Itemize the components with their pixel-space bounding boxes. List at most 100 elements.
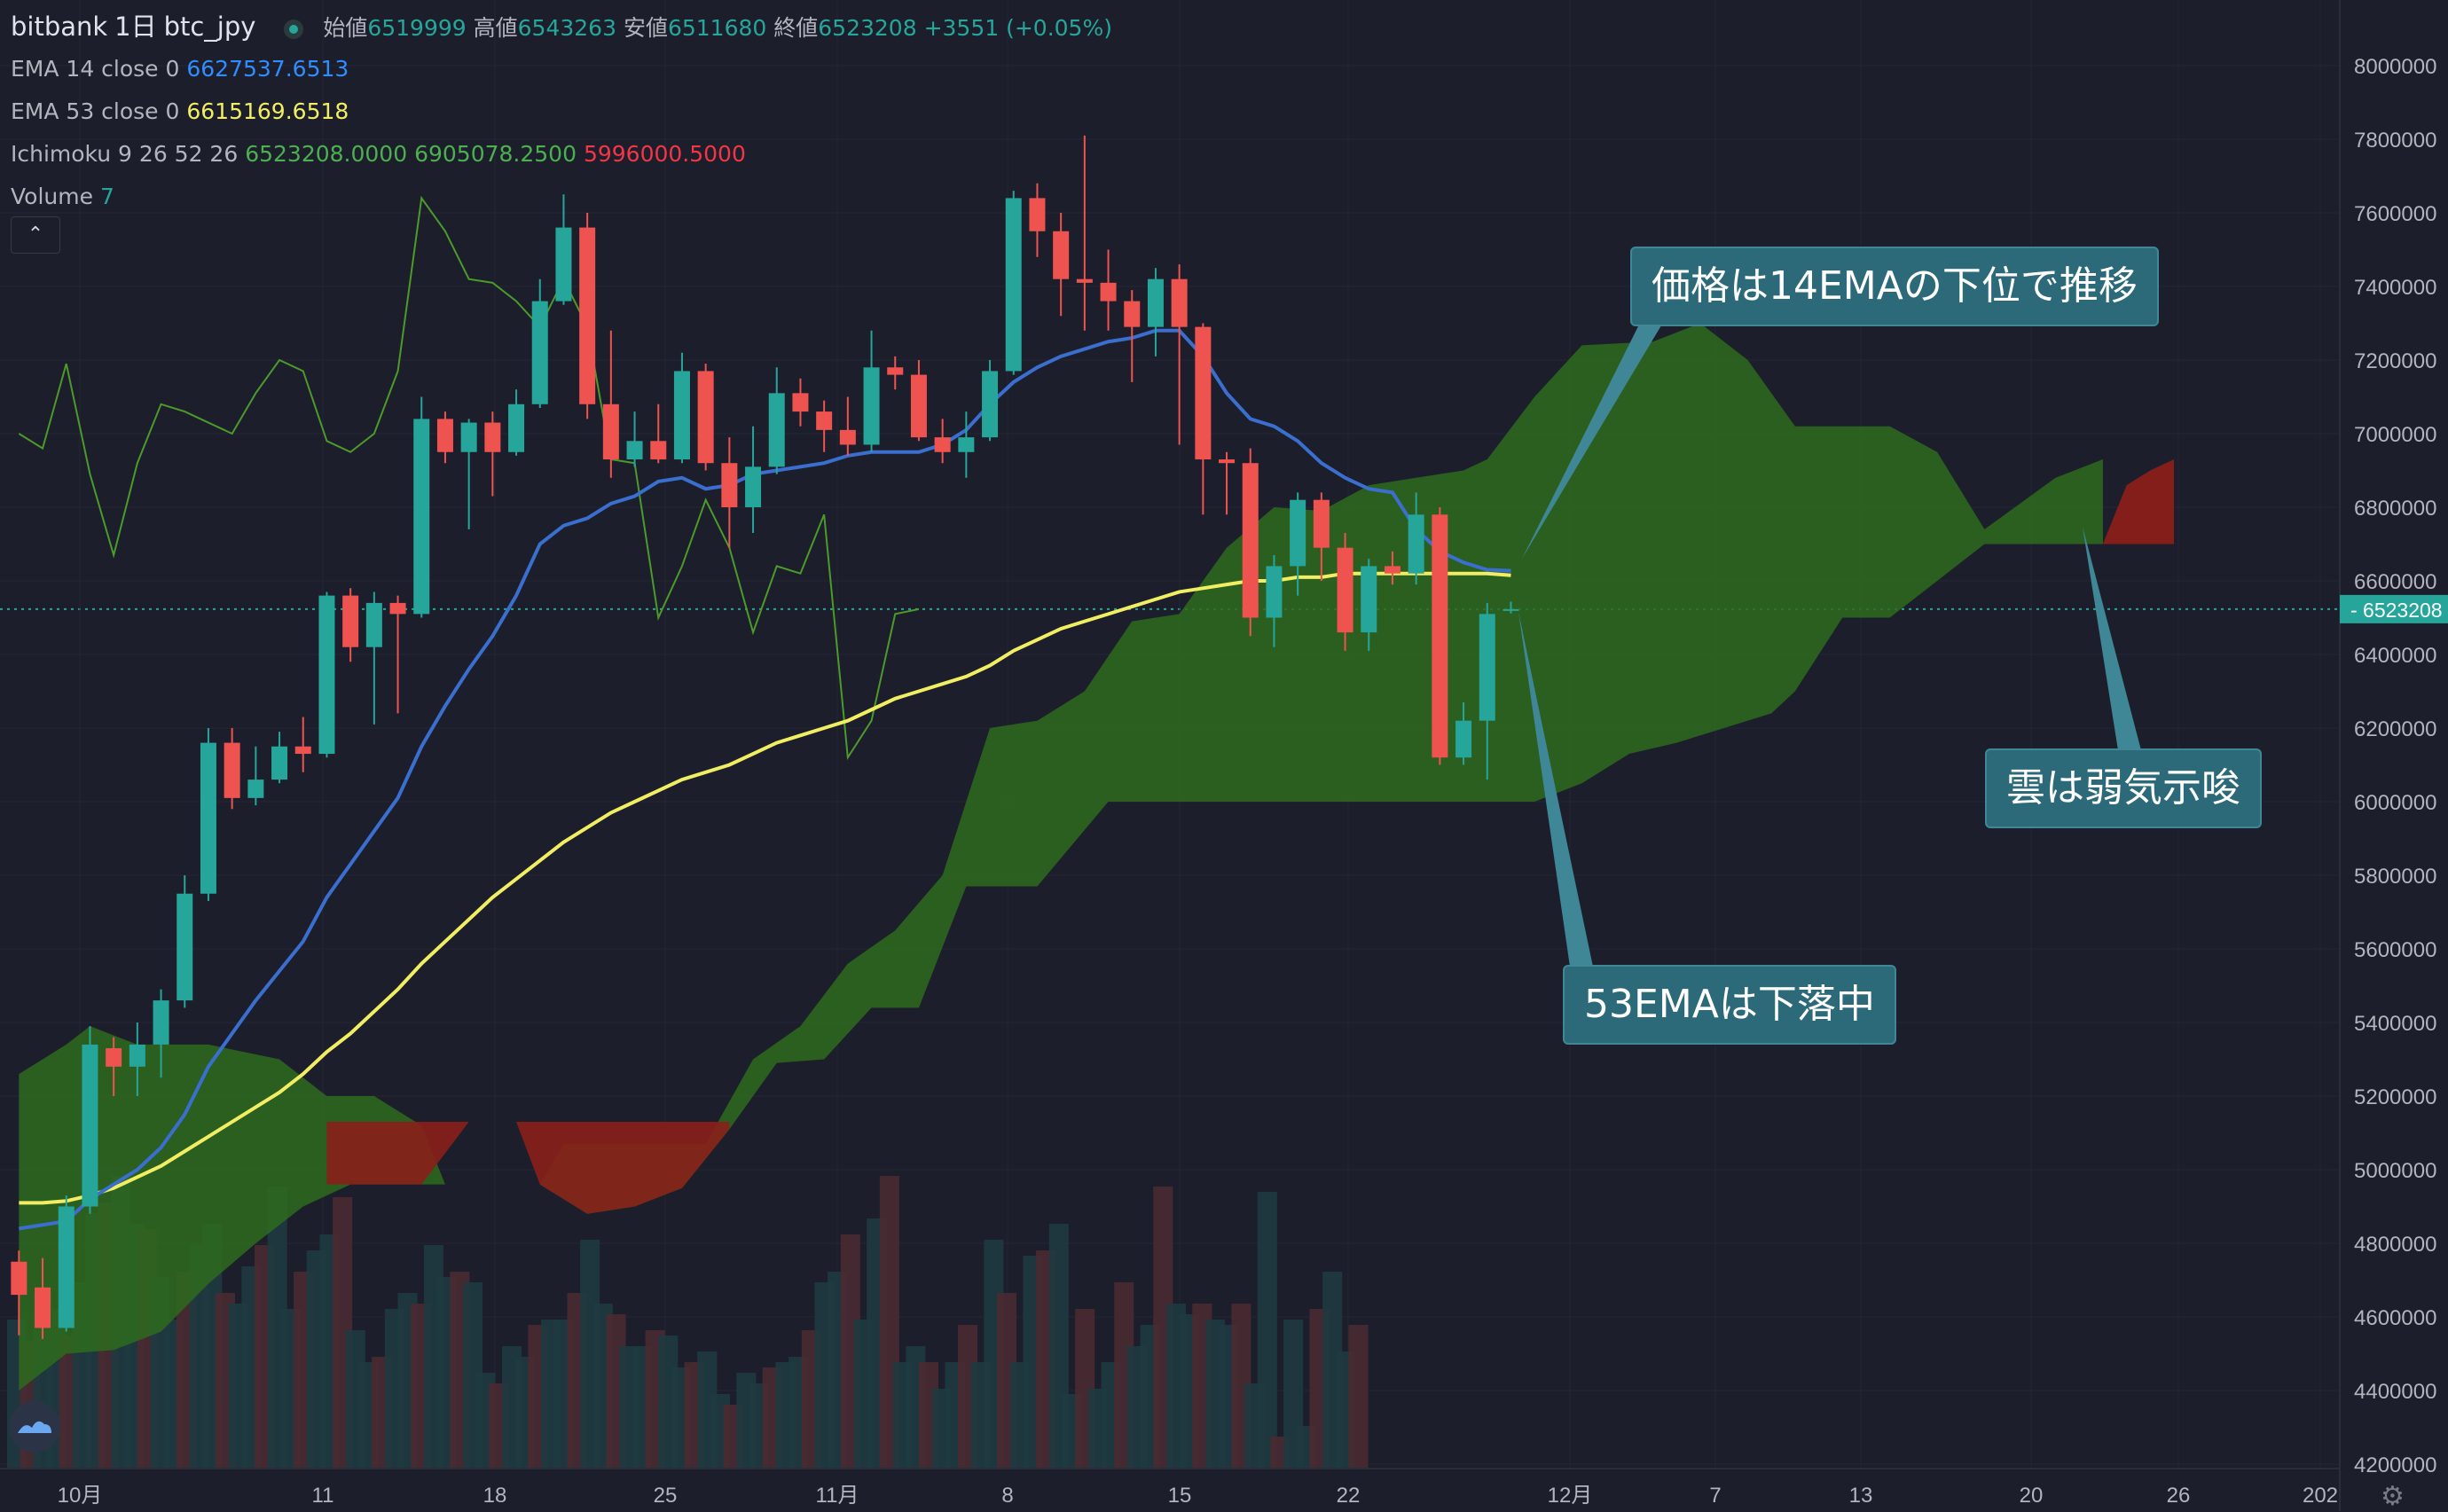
market-status-icon [284, 20, 304, 39]
candle [531, 278, 548, 408]
close-value: 6523208 [818, 15, 917, 41]
ema14-value: 6627537.6513 [186, 56, 349, 82]
callout-pointers [1518, 321, 2141, 967]
candle [129, 1022, 145, 1096]
interval[interactable]: 1日 [114, 12, 157, 42]
last-price-tag [2340, 594, 2448, 623]
candle [1005, 191, 1022, 375]
price-tick-label: 6200000 [2354, 717, 2436, 741]
ema14-label: EMA 14 close 0 [11, 56, 180, 82]
ichimoku-value-1: 6523208.0000 [245, 141, 408, 167]
callout-ema53-pointer [1518, 612, 1593, 967]
candle [365, 591, 382, 725]
candle [11, 1250, 27, 1336]
price-tick-label: 7400000 [2354, 276, 2436, 300]
candle [673, 352, 690, 464]
candle-body [1147, 278, 1164, 327]
candle-body [460, 422, 477, 452]
low-label: 安値 [623, 15, 668, 41]
price-tick-label: 8000000 [2354, 55, 2436, 79]
candle-body [200, 742, 216, 894]
candle-body [1029, 198, 1046, 231]
candle [200, 728, 216, 902]
candle-body [389, 602, 406, 615]
candle-body [1053, 231, 1070, 279]
candle [1147, 268, 1164, 356]
candle-body [1479, 614, 1495, 721]
candle-body [626, 441, 643, 460]
gear-icon[interactable]: ⚙ [2381, 1481, 2405, 1512]
price-tick-label: 7800000 [2354, 129, 2436, 153]
chart-legend: bitbank 1日 btc_jpy 始値6519999 高値6543263 安… [11, 5, 1112, 218]
price-tick-label: 5600000 [2354, 938, 2436, 962]
candle [768, 367, 785, 474]
chevron-up-icon[interactable]: ⌃ [11, 216, 60, 254]
candle-body [1337, 547, 1353, 633]
candle [413, 396, 430, 618]
candle-body [1171, 278, 1188, 327]
candle [887, 356, 904, 390]
candle [697, 364, 714, 471]
candle-body [887, 367, 904, 375]
candle-body [816, 411, 833, 430]
candle [721, 437, 738, 548]
candle [294, 717, 311, 772]
candle [982, 360, 999, 442]
volume-legend[interactable]: Volume 7 [11, 176, 1112, 218]
candle [1124, 290, 1141, 382]
candle [508, 389, 525, 456]
candle [1503, 601, 1519, 614]
candle [910, 360, 927, 442]
candle-body [1313, 499, 1330, 548]
price-axis: 8000000 7800000 7600000 7400000 7200000 70000… [2340, 55, 2448, 1477]
indicator-lines [18, 195, 1511, 1231]
candle-body [484, 422, 501, 452]
candle-body [673, 371, 690, 460]
ema14-legend[interactable]: EMA 14 close 0 6627537.6513 [11, 48, 1112, 90]
candle [484, 411, 501, 497]
callout-ema14: 価格は14EMAの下位で推移 [1630, 247, 2159, 326]
candle-body [58, 1206, 75, 1328]
volume-bar [1257, 1192, 1277, 1469]
price-tick-label: 7000000 [2354, 423, 2436, 447]
ichimoku-cloud [19, 323, 2175, 1391]
time-tick-label: 25 [654, 1484, 678, 1508]
close-label: 終値 [773, 15, 819, 41]
ichimoku-legend[interactable]: Ichimoku 9 26 52 26 6523208.0000 6905078… [11, 133, 1112, 176]
ema14-line [19, 328, 1511, 1231]
candle-body [1503, 608, 1519, 611]
candle [816, 400, 833, 452]
low-value: 6511680 [667, 15, 767, 41]
time-tick-label: 7 [1709, 1484, 1721, 1508]
candle [224, 728, 240, 810]
candle [342, 588, 359, 662]
candle [555, 194, 572, 305]
candle [460, 419, 477, 529]
candle [1029, 183, 1046, 257]
ema53-legend[interactable]: EMA 53 close 0 6615169.6518 [11, 90, 1112, 133]
ichimoku-label: Ichimoku 9 26 52 26 [11, 141, 239, 167]
candle [1337, 533, 1353, 651]
candle-body [863, 367, 880, 445]
candle-body [1455, 720, 1472, 758]
tradingview-logo-icon[interactable] [9, 1401, 60, 1453]
candle [1100, 249, 1117, 331]
candle [35, 1257, 51, 1339]
candle-body [271, 746, 288, 780]
cloud-bullish [19, 323, 2103, 1391]
candle [863, 330, 880, 452]
ema53-value: 6615169.6518 [186, 98, 349, 124]
candle-body [1290, 499, 1306, 567]
candle-body [745, 466, 762, 507]
time-tick-label: 11月 [816, 1484, 859, 1508]
price-tick-label: 5400000 [2354, 1012, 2436, 1036]
candle-body [1242, 463, 1259, 618]
candle-body [650, 441, 667, 460]
symbol-row[interactable]: bitbank 1日 btc_jpy 始値6519999 高値6543263 安… [11, 5, 1112, 48]
price-tick-label: 5800000 [2354, 865, 2436, 889]
ichimoku-value-2: 6905078.2500 [414, 141, 577, 167]
time-tick-label: 20 [2020, 1484, 2044, 1508]
candle-body [1005, 198, 1022, 372]
time-tick-label: 15 [1168, 1484, 1192, 1508]
callout-cloud-pointer [2083, 527, 2141, 750]
